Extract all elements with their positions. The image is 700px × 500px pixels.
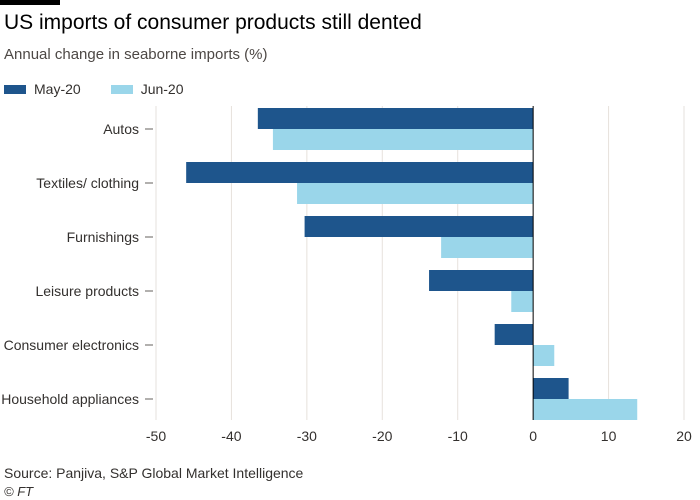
bar-may [533, 378, 569, 399]
legend-label-jun: Jun-20 [140, 81, 184, 97]
legend-swatch-may [4, 84, 26, 94]
x-tick-label: 0 [529, 428, 537, 444]
bar-may [304, 216, 534, 237]
bar-may [429, 270, 534, 291]
x-tick-label: -20 [372, 428, 392, 444]
bar-jun [533, 399, 638, 420]
category-label: Furnishings [67, 229, 139, 245]
x-tick-label: -10 [448, 428, 468, 444]
bar-jun [511, 291, 534, 312]
source-note: Source: Panjiva, S&P Global Market Intel… [4, 465, 304, 481]
bar-jun [533, 345, 555, 366]
chart-title: US imports of consumer products still de… [4, 11, 422, 34]
bar-may [257, 108, 534, 129]
category-label: Consumer electronics [4, 337, 139, 353]
category-label: Autos [103, 121, 139, 137]
legend-item-jun: Jun-20 [110, 81, 184, 97]
legend-label-may: May-20 [34, 81, 81, 97]
x-tick-label: -40 [221, 428, 241, 444]
x-tick-label: -50 [146, 428, 166, 444]
legend-swatch-jun [110, 84, 133, 94]
chart-subtitle: Annual change in seaborne imports (%) [4, 46, 268, 63]
bar-jun [272, 129, 534, 150]
bar-jun [441, 237, 534, 258]
category-label: Leisure products [35, 283, 139, 299]
bar-jun [297, 183, 534, 204]
x-tick-label: 20 [676, 428, 692, 444]
top-rule [0, 0, 60, 5]
legend: May-20 Jun-20 [4, 79, 214, 99]
x-tick-label: -30 [297, 428, 317, 444]
bar-may [494, 324, 534, 345]
category-label: Textiles/ clothing [36, 175, 139, 191]
x-tick-label: 10 [601, 428, 617, 444]
legend-item-may: May-20 [4, 81, 81, 97]
category-label: Household appliances [1, 391, 139, 407]
bar-may [186, 162, 534, 183]
credit: © FT [4, 484, 34, 499]
